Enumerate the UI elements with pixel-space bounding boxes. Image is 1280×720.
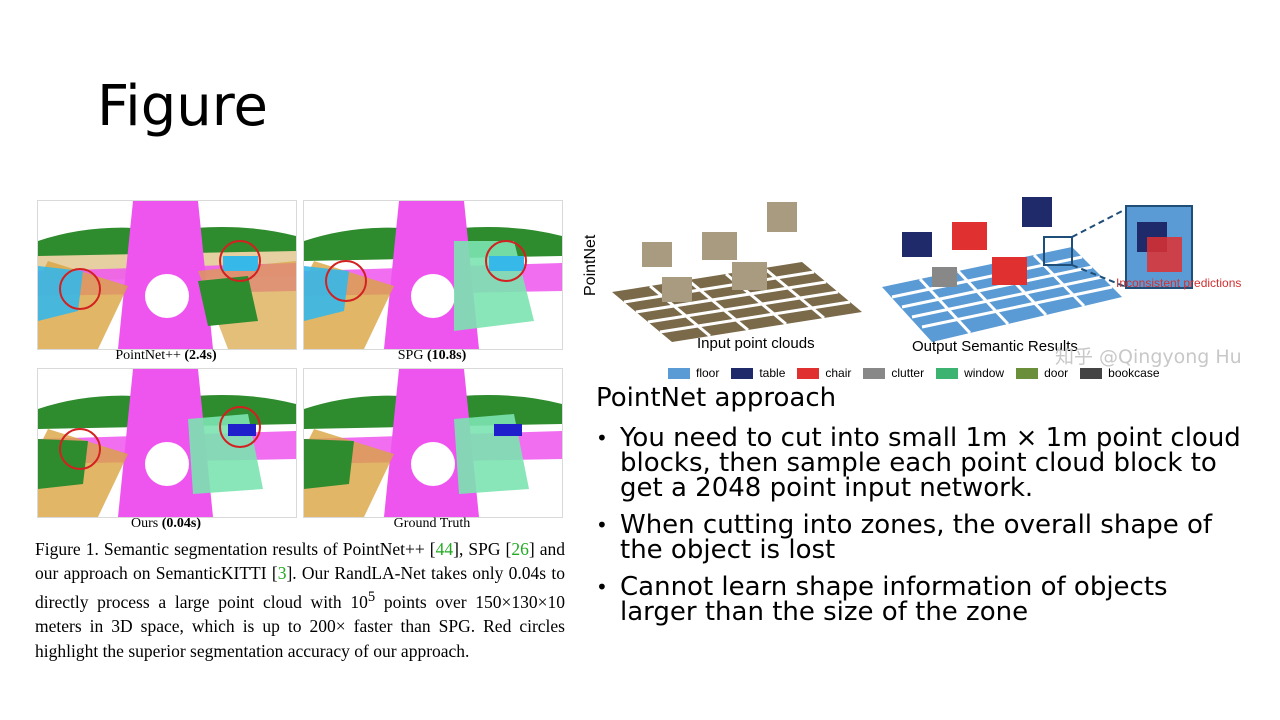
input-point-clouds-label: Input point clouds xyxy=(697,335,815,352)
panel-pointnetpp-image xyxy=(37,200,297,350)
legend-item-window: window xyxy=(936,366,1004,380)
panel-caption-ours: Ours (0.04s) xyxy=(130,516,201,531)
bullet-item: • Cannot learn shape information of objec… xyxy=(596,572,1168,627)
legend-item-clutter: clutter xyxy=(863,366,924,380)
legend-swatch xyxy=(936,367,959,379)
slide-title: Figure xyxy=(97,74,268,139)
legend-swatch xyxy=(863,367,886,379)
legend-item-table: table xyxy=(731,366,785,380)
panel-spg-image xyxy=(303,200,563,350)
pointnet-figure xyxy=(592,192,1252,384)
pointnet-side-label: PointNet xyxy=(582,234,599,296)
bullet-item: • You need to cut into small 1m × 1m poin… xyxy=(596,423,1241,503)
legend-swatch xyxy=(668,367,690,379)
output-semantic-results-label: Output Semantic Results xyxy=(912,338,1078,355)
watermark-text: 知乎 @Qingyong Hu xyxy=(1055,346,1242,368)
panel-caption-spg: SPG (10.8s) xyxy=(397,348,467,363)
ref-link-3: 3 xyxy=(277,563,287,584)
panel-caption-pointnetpp: PointNet++ (2.4s) xyxy=(115,348,217,363)
legend-swatch xyxy=(1016,367,1039,379)
bullet-list: • You need to cut into small 1m × 1m poin… xyxy=(596,423,1246,637)
class-legend: floor table chair clutter window door bo… xyxy=(668,365,1172,381)
ref-link-26: 26 xyxy=(511,539,529,559)
legend-item-chair: chair xyxy=(797,366,851,380)
bullet-icon: • xyxy=(596,575,608,599)
legend-item-floor: floor xyxy=(668,366,719,380)
bullet-icon: • xyxy=(596,513,608,537)
bullet-item: • When cutting into zones, the overall sh… xyxy=(596,510,1213,565)
inconsistent-predictions-label: Inconsistent predictions xyxy=(1116,276,1242,290)
panel-ground-truth-image xyxy=(303,368,563,518)
ref-link-44: 44 xyxy=(435,539,454,559)
section-heading: PointNet approach xyxy=(596,383,837,413)
panel-ours-image xyxy=(37,368,297,518)
legend-item-door: door xyxy=(1016,366,1068,380)
segmentation-figure: PointNet++ (2.4s) SPG (10.8s) Ours (0.04… xyxy=(37,200,563,535)
panel-caption-ground-truth: Ground Truth xyxy=(393,516,471,531)
bullet-icon: • xyxy=(596,426,608,450)
legend-swatch xyxy=(1080,367,1103,379)
legend-swatch xyxy=(731,367,754,379)
legend-item-bookcase: bookcase xyxy=(1080,366,1160,380)
figure-caption: Figure 1. Semantic segmentation results … xyxy=(35,539,565,661)
legend-swatch xyxy=(797,367,820,379)
